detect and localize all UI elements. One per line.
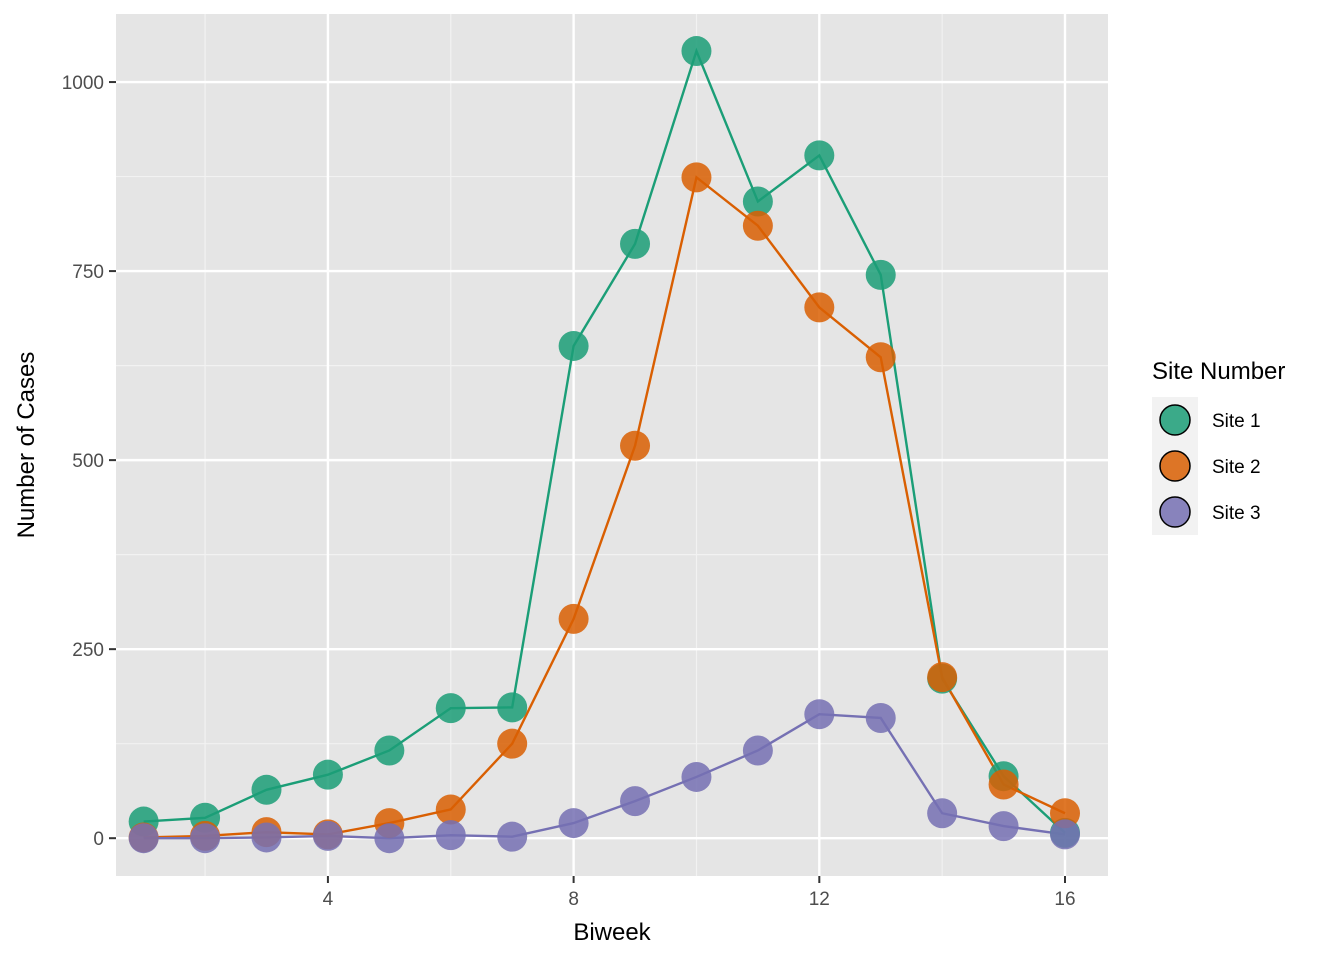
data-point-site-3 — [128, 823, 159, 854]
data-point-site-2 — [681, 162, 712, 193]
legend-key-site-1 — [1159, 404, 1191, 436]
data-point-site-3 — [927, 798, 958, 829]
data-point-site-3 — [1050, 819, 1080, 850]
legend: Site Number Site 1 Site 2 Site 3 — [1152, 358, 1285, 535]
legend-key-site-3 — [1159, 496, 1191, 528]
data-point-site-3 — [620, 786, 651, 817]
y-tick-label: 1000 — [62, 73, 104, 94]
y-tick-label: 750 — [72, 262, 104, 283]
data-point-site-2 — [988, 769, 1019, 800]
x-tick-label: 4 — [323, 889, 334, 910]
y-axis-title: Number of Cases — [13, 352, 40, 539]
legend-key-site-2 — [1159, 450, 1191, 482]
data-point-site-3 — [988, 811, 1019, 842]
data-point-site-3 — [865, 702, 896, 733]
data-point-site-1 — [620, 228, 651, 259]
data-point-site-2 — [620, 430, 651, 461]
data-point-site-2 — [497, 728, 528, 759]
data-point-site-3 — [435, 820, 466, 851]
data-point-site-1 — [312, 759, 343, 790]
data-point-site-1 — [497, 692, 528, 723]
data-point-site-2 — [804, 292, 835, 323]
grid-minor — [116, 14, 1108, 876]
x-tick-label: 12 — [809, 889, 830, 910]
data-point-site-1 — [558, 330, 589, 361]
data-point-site-3 — [497, 821, 528, 852]
data-point-site-1 — [865, 259, 896, 290]
series-line-site-1 — [143, 47, 1066, 834]
data-point-site-3 — [312, 820, 343, 851]
y-tick-label: 0 — [93, 829, 104, 850]
data-point-site-1 — [804, 140, 835, 171]
x-tick-label: 16 — [1054, 889, 1075, 910]
series-line-site-2 — [143, 175, 1066, 839]
series-points — [128, 36, 1080, 854]
legend-label-site-2: Site 2 — [1212, 457, 1261, 478]
y-tick-label: 500 — [72, 451, 104, 472]
data-point-site-3 — [251, 822, 282, 853]
legend-label-site-3: Site 3 — [1212, 503, 1261, 524]
data-point-site-3 — [374, 823, 405, 854]
plot-panel — [116, 14, 1108, 876]
data-point-site-2 — [865, 342, 896, 373]
x-axis-title: Biweek — [573, 919, 651, 946]
data-point-site-3 — [681, 761, 712, 792]
y-axis: 0 250 500 750 1000 — [62, 73, 116, 850]
data-point-site-1 — [251, 774, 282, 805]
data-point-site-1 — [681, 36, 712, 67]
data-point-site-3 — [190, 823, 221, 854]
x-axis: 4 8 12 16 — [323, 876, 1076, 910]
data-point-site-2 — [435, 794, 466, 825]
data-point-site-3 — [742, 735, 773, 766]
data-point-site-2 — [742, 210, 773, 241]
data-point-site-1 — [374, 735, 405, 766]
y-tick-label: 250 — [72, 640, 104, 661]
legend-title: Site Number — [1152, 358, 1285, 385]
series-line-site-3 — [143, 712, 1066, 840]
data-point-site-3 — [804, 699, 835, 730]
data-point-site-2 — [927, 662, 958, 693]
x-tick-label: 8 — [568, 889, 579, 910]
legend-label-site-1: Site 1 — [1212, 411, 1261, 432]
data-point-site-3 — [558, 808, 589, 839]
legend-items: Site 1 Site 2 Site 3 — [1159, 404, 1261, 528]
data-point-site-2 — [558, 603, 589, 634]
data-point-site-2 — [1050, 798, 1080, 829]
data-point-site-1 — [742, 186, 773, 217]
series-lines — [143, 47, 1066, 840]
data-point-site-1 — [435, 693, 466, 724]
